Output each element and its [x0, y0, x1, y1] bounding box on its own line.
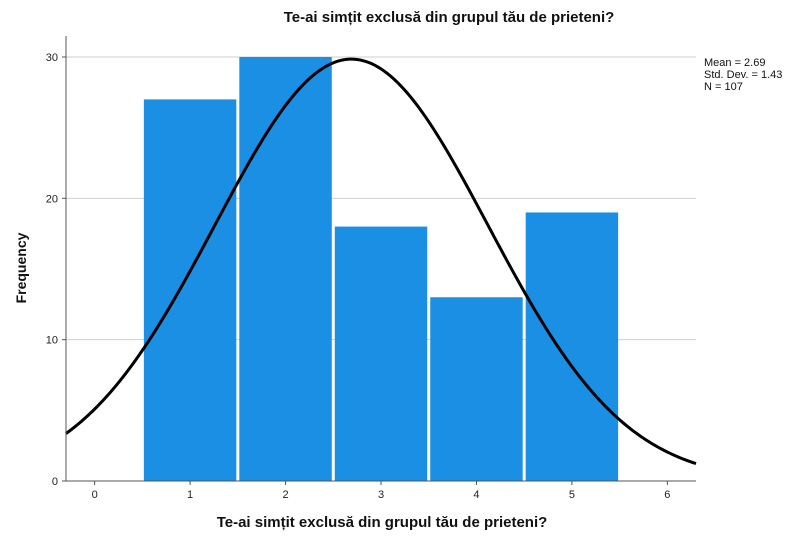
y-tick-label-20: 20 [46, 193, 58, 205]
x-tick-label-3: 3 [378, 489, 384, 501]
y-tick-label-30: 30 [46, 52, 58, 64]
x-axis-label: Te-ai simțit exclusă din grupul tău de p… [217, 514, 548, 531]
x-tick-labels: 0 1 2 3 4 5 6 [92, 481, 670, 501]
x-tick-label-5: 5 [569, 489, 575, 501]
stats-std-dev: Std. Dev. = 1.43 [704, 69, 782, 81]
stats-box: Mean = 2.69 Std. Dev. = 1.43 N = 107 [704, 57, 782, 93]
x-tick-label-1: 1 [187, 489, 193, 501]
bar-3 [334, 226, 428, 481]
y-axis-label: Frequency [13, 232, 29, 303]
y-tick-labels: 0 10 20 30 [46, 52, 66, 488]
y-tick-label-10: 10 [46, 335, 58, 347]
normal-curve [65, 57, 697, 465]
histogram-bars [143, 57, 619, 482]
x-tick-label-2: 2 [282, 489, 288, 501]
stats-mean: Mean = 2.69 [704, 57, 765, 69]
bar-1 [143, 99, 237, 482]
bar-4 [430, 297, 523, 481]
bar-5 [525, 212, 619, 481]
y-tick-label-0: 0 [52, 476, 58, 488]
stats-n: N = 107 [704, 81, 743, 93]
x-tick-label-6: 6 [664, 489, 670, 501]
chart-title: Te-ai simțit exclusă din grupul tău de p… [284, 9, 615, 26]
bar-2 [239, 57, 332, 481]
x-tick-label-4: 4 [473, 489, 479, 501]
x-tick-label-0: 0 [92, 489, 98, 501]
